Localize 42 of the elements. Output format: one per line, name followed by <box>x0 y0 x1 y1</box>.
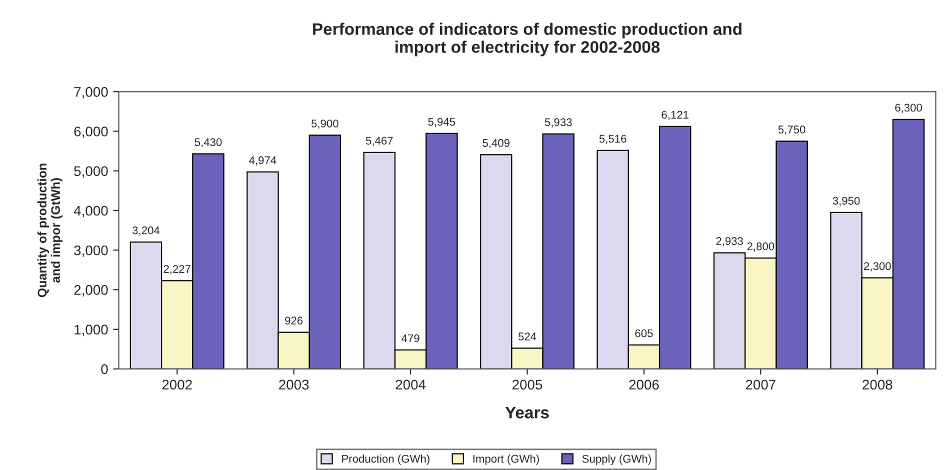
legend-label: Import (GWh) <box>473 454 539 465</box>
data-label: 5,409 <box>482 139 510 148</box>
data-label: 5,430 <box>194 138 222 148</box>
data-label: 5,467 <box>366 136 393 146</box>
x-axis-title: Years <box>505 406 549 418</box>
data-label: 5,900 <box>311 120 338 129</box>
data-label: 5,750 <box>778 126 806 135</box>
data-label: 926 <box>285 316 303 325</box>
y-tick-label: 0 <box>101 364 108 374</box>
data-label: 524 <box>518 332 536 340</box>
x-tick-label: 2003 <box>279 380 309 390</box>
x-tick-label: 2008 <box>862 380 892 390</box>
legend-label: Production (GWh) <box>342 454 430 465</box>
y-tick-label: 5,000 <box>74 166 108 178</box>
data-label: 4,974 <box>249 156 276 166</box>
x-tick-label: 2002 <box>162 380 192 390</box>
data-label: 5,516 <box>599 134 626 144</box>
data-label: 2,800 <box>747 242 774 252</box>
x-tick-label: 2006 <box>629 380 659 390</box>
data-label: 2,227 <box>164 265 190 274</box>
chart-title: Performance of indicators of domestic production and import of electricity for 2002-2008 <box>313 22 742 56</box>
data-label: 3,950 <box>832 196 860 206</box>
x-tick-label: 2007 <box>746 380 776 390</box>
data-label: 5,945 <box>428 118 456 128</box>
data-label: 2,933 <box>716 237 743 246</box>
data-label: 479 <box>402 334 420 342</box>
data-label: 6,300 <box>895 104 922 113</box>
y-axis-title: Quantity of production and impor (GtWh) <box>37 164 62 298</box>
y-tick-label: 3,000 <box>74 245 108 257</box>
y-tick-label: 1,000 <box>74 324 108 336</box>
x-tick-label: 2004 <box>396 380 426 390</box>
y-tick-label: 6,000 <box>74 126 108 138</box>
x-tick-label: 2005 <box>512 380 542 390</box>
legend-label: Supply (GWh) <box>582 454 651 465</box>
y-tick-label: 4,000 <box>74 206 108 218</box>
y-tick-label: 2,000 <box>74 285 108 297</box>
data-label: 2,300 <box>864 262 891 272</box>
y-tick-label: 7,000 <box>74 86 108 98</box>
data-label: 6,121 <box>662 110 688 120</box>
data-label: 5,933 <box>544 118 572 128</box>
data-label: 3,204 <box>132 226 160 236</box>
data-label: 605 <box>635 329 653 338</box>
